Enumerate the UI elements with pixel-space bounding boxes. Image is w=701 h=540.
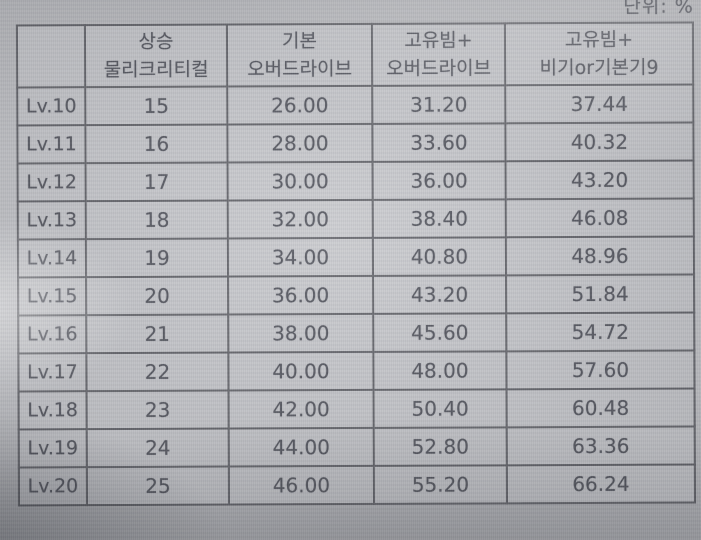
- table-row: Lv.16 21 38.00 45.60 54.72: [18, 312, 695, 354]
- value-cell: 15: [85, 86, 228, 126]
- value-cell: 52.80: [373, 427, 507, 466]
- value-cell: 50.40: [373, 389, 507, 428]
- value-cell: 26.00: [227, 85, 373, 125]
- table-row: Lv.19 24 44.00 52.80 63.36: [18, 426, 695, 468]
- header-line: 물리크리티컬: [103, 58, 209, 82]
- header-cell-basic-overdrive: 기본 오버드라이브: [226, 23, 373, 87]
- value-cell: 40.80: [372, 237, 507, 276]
- value-cell: 48.00: [373, 351, 507, 390]
- level-cell: Lv.17: [18, 353, 87, 392]
- value-cell: 45.60: [373, 313, 507, 352]
- value-cell: 33.60: [372, 123, 506, 162]
- level-cell: Lv.12: [17, 163, 86, 202]
- level-cell: Lv.13: [17, 201, 86, 240]
- value-cell: 16: [85, 124, 228, 164]
- value-cell: 31.20: [372, 85, 506, 124]
- level-cell: Lv.10: [17, 87, 86, 126]
- value-cell: 19: [85, 238, 229, 278]
- value-cell: 46.00: [228, 465, 375, 505]
- value-cell: 60.48: [506, 388, 695, 428]
- header-line: 오버드라이브: [247, 57, 353, 81]
- value-cell: 43.20: [373, 275, 507, 314]
- value-cell: 25: [86, 466, 230, 506]
- value-cell: 63.36: [506, 426, 695, 466]
- header-row: 상승 물리크리티컬 기본 오버드라이브 고유빔+ 오버드라이브 고유빔+ 비기o…: [16, 22, 694, 88]
- header-cell-beam-overdrive: 고유빔+ 오버드라이브: [371, 23, 506, 86]
- table-row: Lv.12 17 30.00 36.00 43.20: [17, 160, 694, 202]
- header-line: 오버드라이브: [386, 57, 492, 80]
- value-cell: 46.08: [505, 198, 694, 238]
- value-cell: 44.00: [228, 427, 374, 467]
- table-row: Lv.10 15 26.00 31.20 37.44: [17, 84, 694, 126]
- level-cell: Lv.19: [18, 429, 87, 468]
- header-line: 고유빔+: [404, 28, 473, 52]
- value-cell: 48.96: [505, 236, 695, 276]
- header-line: 기본: [281, 29, 318, 52]
- header-line: 상승: [138, 30, 174, 53]
- value-cell: 23: [86, 390, 229, 430]
- level-cell: Lv.14: [17, 239, 87, 278]
- value-cell: 21: [86, 314, 229, 354]
- table-row: Lv.14 19 34.00 40.80 48.96: [17, 236, 695, 278]
- level-cell: Lv.16: [18, 315, 87, 354]
- value-cell: 30.00: [227, 161, 373, 201]
- value-cell: 54.72: [506, 312, 695, 352]
- value-cell: 40.32: [505, 122, 694, 162]
- header-cell-rise-physical-critical: 상승 물리크리티컬: [84, 24, 228, 88]
- value-cell: 38.00: [228, 313, 374, 353]
- header-cell-beam-special: 고유빔+ 비기or기본기9: [504, 22, 694, 86]
- value-cell: 24: [86, 428, 229, 468]
- value-cell: 43.20: [505, 160, 694, 200]
- value-cell: 32.00: [227, 199, 373, 239]
- value-cell: 18: [85, 200, 228, 240]
- table-row: Lv.18 23 42.00 50.40 60.48: [18, 388, 695, 430]
- stat-table-container: 상승 물리크리티컬 기본 오버드라이브 고유빔+ 오버드라이브 고유빔+ 비기o…: [16, 21, 696, 507]
- level-cell: Lv.18: [18, 391, 87, 430]
- header-line: 고유빔+: [564, 28, 634, 51]
- value-cell: 42.00: [228, 389, 374, 429]
- table-row: Lv.17 22 40.00 48.00 57.60: [18, 350, 695, 392]
- value-cell: 57.60: [506, 350, 695, 390]
- value-cell: 55.20: [373, 465, 508, 504]
- value-cell: 28.00: [227, 123, 373, 163]
- value-cell: 34.00: [227, 237, 374, 277]
- stat-table: 상승 물리크리티컬 기본 오버드라이브 고유빔+ 오버드라이브 고유빔+ 비기o…: [16, 21, 696, 506]
- table-row: Lv.20 25 46.00 55.20 66.24: [18, 464, 696, 506]
- unit-label: 단위: %: [623, 0, 694, 18]
- value-cell: 36.00: [372, 161, 506, 200]
- value-cell: 66.24: [506, 464, 696, 504]
- level-cell: Lv.15: [18, 277, 87, 316]
- value-cell: 37.44: [505, 84, 694, 124]
- table-body: Lv.10 15 26.00 31.20 37.44 Lv.11 16 28.00 33.60 4…: [17, 84, 696, 506]
- value-cell: 51.84: [506, 274, 695, 314]
- value-cell: 38.40: [372, 199, 506, 238]
- value-cell: 36.00: [228, 275, 374, 315]
- header-cell-level: [16, 25, 86, 88]
- header-line: 비기or기본기9: [539, 56, 659, 80]
- value-cell: 20: [86, 276, 229, 316]
- table-header: 상승 물리크리티컬 기본 오버드라이브 고유빔+ 오버드라이브 고유빔+ 비기o…: [16, 22, 694, 88]
- table-row: Lv.11 16 28.00 33.60 40.32: [17, 122, 694, 164]
- table-row: Lv.15 20 36.00 43.20 51.84: [18, 274, 695, 316]
- level-cell: Lv.11: [17, 125, 86, 164]
- value-cell: 22: [86, 352, 229, 392]
- value-cell: 17: [85, 162, 228, 202]
- table-row: Lv.13 18 32.00 38.40 46.08: [17, 198, 694, 240]
- value-cell: 40.00: [228, 351, 374, 391]
- level-cell: Lv.20: [18, 467, 88, 506]
